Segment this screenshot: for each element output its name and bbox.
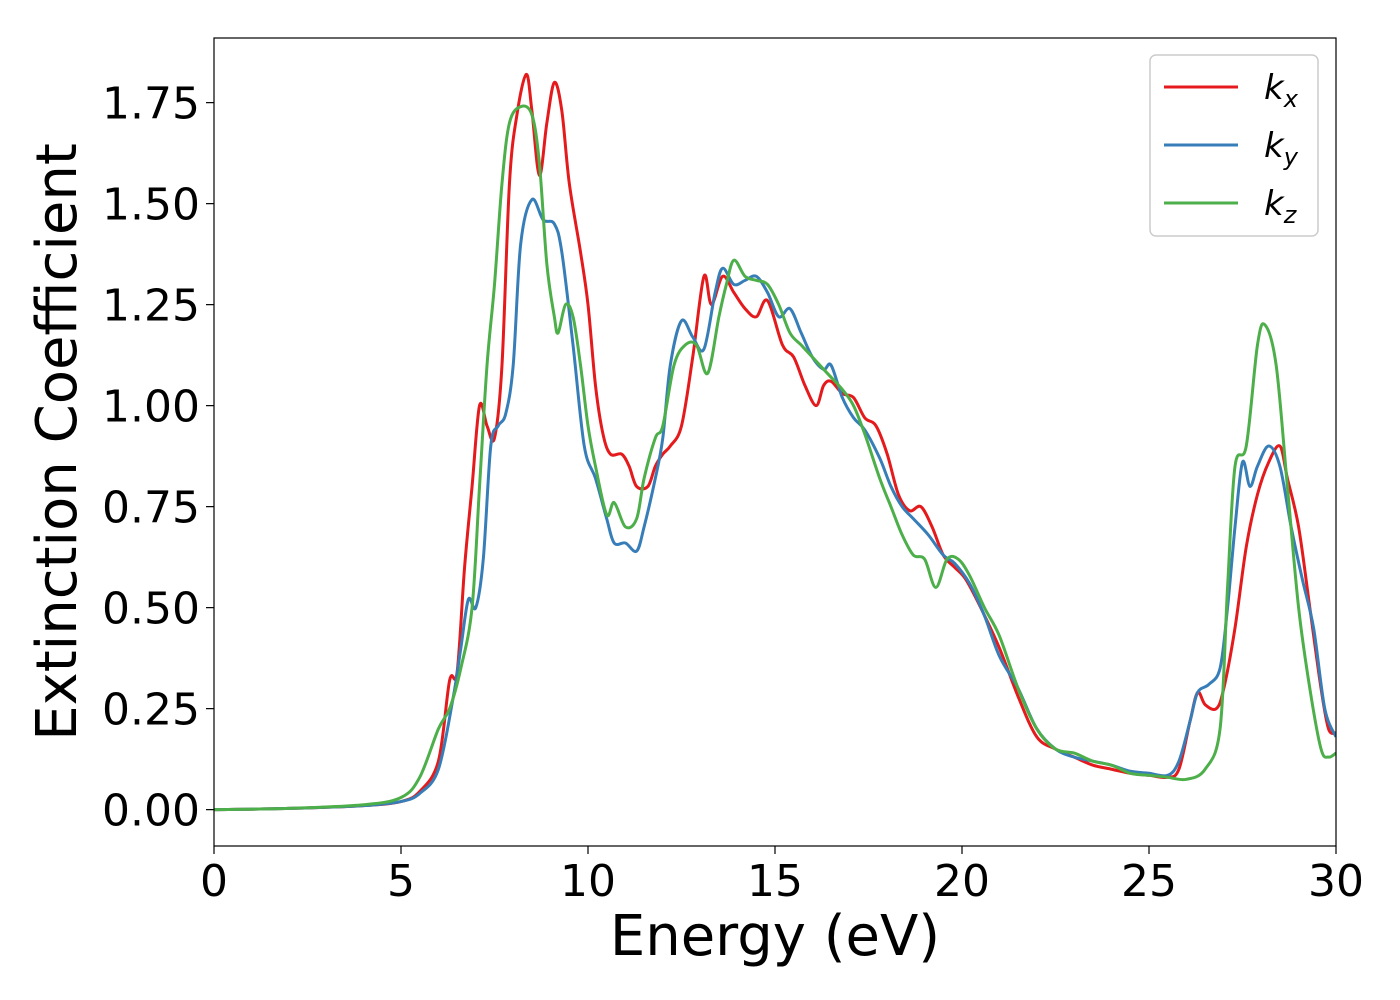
x-tick-label: 30	[1308, 856, 1364, 907]
y-tick-label: 0.25	[102, 685, 200, 736]
legend: kx ky kz	[1149, 54, 1319, 237]
series-line-ky	[214, 197, 1336, 812]
y-tick-label: 0.75	[102, 483, 200, 534]
series-line-kz	[214, 104, 1336, 812]
legend-label-kz: kz	[1264, 184, 1298, 229]
legend-label-kx: kx	[1264, 68, 1299, 113]
y-tick-label: 1.00	[102, 382, 200, 433]
series-layer	[214, 72, 1336, 812]
y-tick-label: 0.00	[102, 786, 200, 837]
legend-label-ky: ky	[1264, 126, 1299, 171]
ticks-layer: 0 5 10 15 20 25 30 0.00 0.25 0.50 0.75 1.00 1.25 1.50…	[102, 79, 1364, 907]
y-tick-label: 1.25	[102, 281, 200, 332]
x-tick-label: 25	[1121, 856, 1177, 907]
y-tick-label: 0.50	[102, 584, 200, 635]
x-tick-label: 0	[200, 856, 228, 907]
x-tick-label: 10	[560, 856, 616, 907]
x-tick-label: 15	[747, 856, 803, 907]
y-axis-title: Extinction Coefficient	[25, 143, 90, 741]
plot-frame	[213, 37, 1337, 847]
x-axis-title: Energy (eV)	[610, 904, 940, 969]
x-tick-label: 20	[934, 856, 990, 907]
y-tick-label: 1.50	[102, 180, 200, 231]
y-tick-label: 1.75	[102, 79, 200, 130]
x-tick-label: 5	[387, 856, 415, 907]
